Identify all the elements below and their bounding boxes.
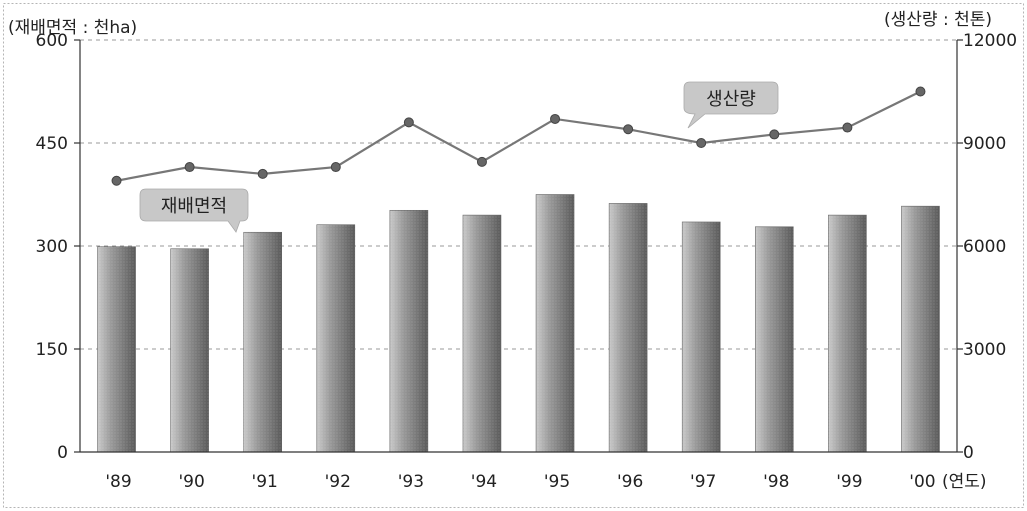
gridlines (80, 39, 957, 350)
production-line (116, 90, 921, 182)
left-tick-label: 600 (36, 31, 68, 51)
bar-series (97, 194, 940, 453)
line-point (623, 124, 634, 135)
x-tick-label: '95 (544, 472, 570, 492)
callout-area-bubble (139, 188, 249, 233)
right-tick-label: 12000 (963, 31, 1017, 51)
x-tick-label: '91 (252, 472, 278, 492)
x-axis-unit: (연도) (942, 472, 987, 492)
line-point (257, 168, 268, 179)
left-tick-label: 450 (36, 134, 68, 154)
x-tick-label: '96 (617, 472, 643, 492)
x-tick-label: '97 (690, 472, 716, 492)
chart-frame (3, 3, 1024, 508)
line-point (403, 117, 414, 128)
bar-texture (389, 210, 428, 452)
line-point (915, 86, 926, 97)
bar-texture (97, 246, 136, 452)
x-tick-label: '92 (325, 472, 351, 492)
right-axis-ticks: 0 3000 6000 9000 12000 (957, 31, 1017, 463)
line-series (111, 86, 926, 186)
left-axis-ticks: 0 150 300 450 600 (36, 31, 80, 463)
right-tick-label: 6000 (963, 237, 1006, 257)
bar-texture (170, 248, 209, 452)
line-point (769, 129, 780, 140)
x-axis-ticks: '89 '90 '91 '92 '93 '94 '95 '96 '97 '98 '99 '00 (105, 472, 935, 492)
callout-area-label: 재배면적 (161, 196, 227, 217)
callout-production: 생산량 (683, 81, 779, 129)
bar-texture (462, 215, 501, 452)
bar-texture (682, 221, 721, 452)
right-axis-unit: (생산량 : 천톤) (884, 10, 992, 30)
bar-texture (243, 232, 282, 452)
line-point (476, 156, 487, 167)
callout-production-label: 생산량 (706, 89, 756, 110)
x-tick-label: '90 (178, 472, 204, 492)
bar-texture (536, 194, 575, 452)
line-point (111, 175, 122, 186)
x-tick-label: '93 (398, 472, 424, 492)
bar-texture (609, 203, 648, 452)
right-tick-label: 3000 (963, 340, 1006, 360)
bar-texture (755, 226, 794, 452)
line-point (842, 122, 853, 133)
right-tick-label: 9000 (963, 134, 1006, 154)
line-point (550, 113, 561, 124)
line-point (330, 162, 341, 173)
bar-texture (901, 206, 940, 452)
right-tick-label: 0 (963, 443, 974, 463)
bar-texture (828, 215, 867, 452)
left-axis-unit: (재배면적 : 천ha) (8, 18, 137, 38)
bar-texture (316, 224, 355, 452)
x-tick-label: '98 (763, 472, 789, 492)
x-tick-label: '00 (909, 472, 935, 492)
left-tick-label: 150 (36, 340, 68, 360)
x-tick-label: '99 (836, 472, 862, 492)
x-tick-label: '94 (471, 472, 497, 492)
line-point (184, 162, 195, 173)
callout-production-bubble (683, 81, 779, 129)
line-point (696, 138, 707, 148)
callout-area: 재배면적 (139, 188, 249, 233)
x-tick-label: '89 (105, 472, 131, 492)
left-tick-label: 0 (57, 443, 68, 463)
left-tick-label: 300 (36, 237, 68, 257)
